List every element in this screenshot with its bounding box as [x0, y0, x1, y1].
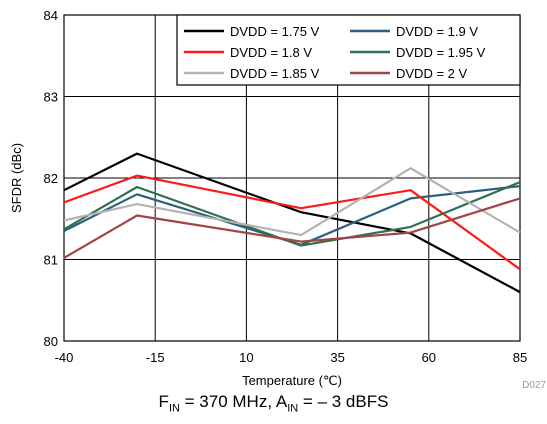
x-axis-label: Temperature (℃): [242, 373, 342, 388]
legend-label: DVDD = 1.85 V: [230, 66, 320, 81]
legend-items: DVDD = 1.75 V DVDD = 1.9 V DVDD = 1.8 V DVD…: [184, 24, 486, 81]
series-lines: [63, 152, 521, 294]
caption-a-value: = – 3 dBFS: [298, 392, 389, 411]
caption-f-symbol: F: [158, 392, 169, 411]
y-tick-labels: 80 81 82 83 84: [44, 8, 58, 349]
series-line-0: [63, 152, 521, 294]
caption-f-subscript: IN: [168, 402, 180, 415]
series-line-2: [63, 174, 521, 271]
y-tick-label: 84: [44, 8, 58, 23]
caption-a-symbol: A: [275, 392, 288, 411]
x-tick-label: 85: [513, 350, 527, 365]
x-tick-label: -15: [146, 350, 165, 365]
y-tick-label: 83: [44, 90, 58, 105]
legend-label: DVDD = 1.9 V: [396, 24, 478, 39]
x-tick-label: 60: [422, 350, 436, 365]
series-line-1: [63, 185, 521, 246]
legend-label: DVDD = 1.95 V: [396, 45, 486, 60]
y-tick-label: 81: [44, 253, 58, 268]
legend-label: DVDD = 2 V: [396, 66, 467, 81]
caption-f-value: = 370 MHz,: [179, 392, 276, 411]
x-tick-label: -40: [55, 350, 74, 365]
legend-box: [176, 14, 521, 86]
legend: DVDD = 1.75 V DVDD = 1.9 V DVDD = 1.8 V DVD…: [176, 14, 521, 86]
caption-a-subscript: IN: [287, 402, 299, 415]
sfdr-vs-temperature-chart: -40 -15 10 35 60 85 80 81 82 83 84 Temperature (℃…: [9, 8, 546, 391]
series-line-5: [63, 197, 521, 259]
y-tick-label: 80: [44, 334, 58, 349]
figure-code: D027: [522, 380, 546, 391]
x-tick-labels: -40 -15 10 35 60 85: [55, 350, 528, 365]
series-line-4: [63, 167, 521, 237]
y-tick-label: 82: [44, 171, 58, 186]
legend-label: DVDD = 1.75 V: [230, 24, 320, 39]
legend-label: DVDD = 1.8 V: [230, 45, 312, 60]
chart-caption: FIN = 370 MHz, AIN = – 3 dBFS: [0, 392, 547, 414]
y-axis-label: SFDR (dBc): [9, 143, 24, 213]
series-line-3: [63, 181, 521, 247]
x-tick-label: 10: [239, 350, 253, 365]
x-tick-label: 35: [330, 350, 344, 365]
